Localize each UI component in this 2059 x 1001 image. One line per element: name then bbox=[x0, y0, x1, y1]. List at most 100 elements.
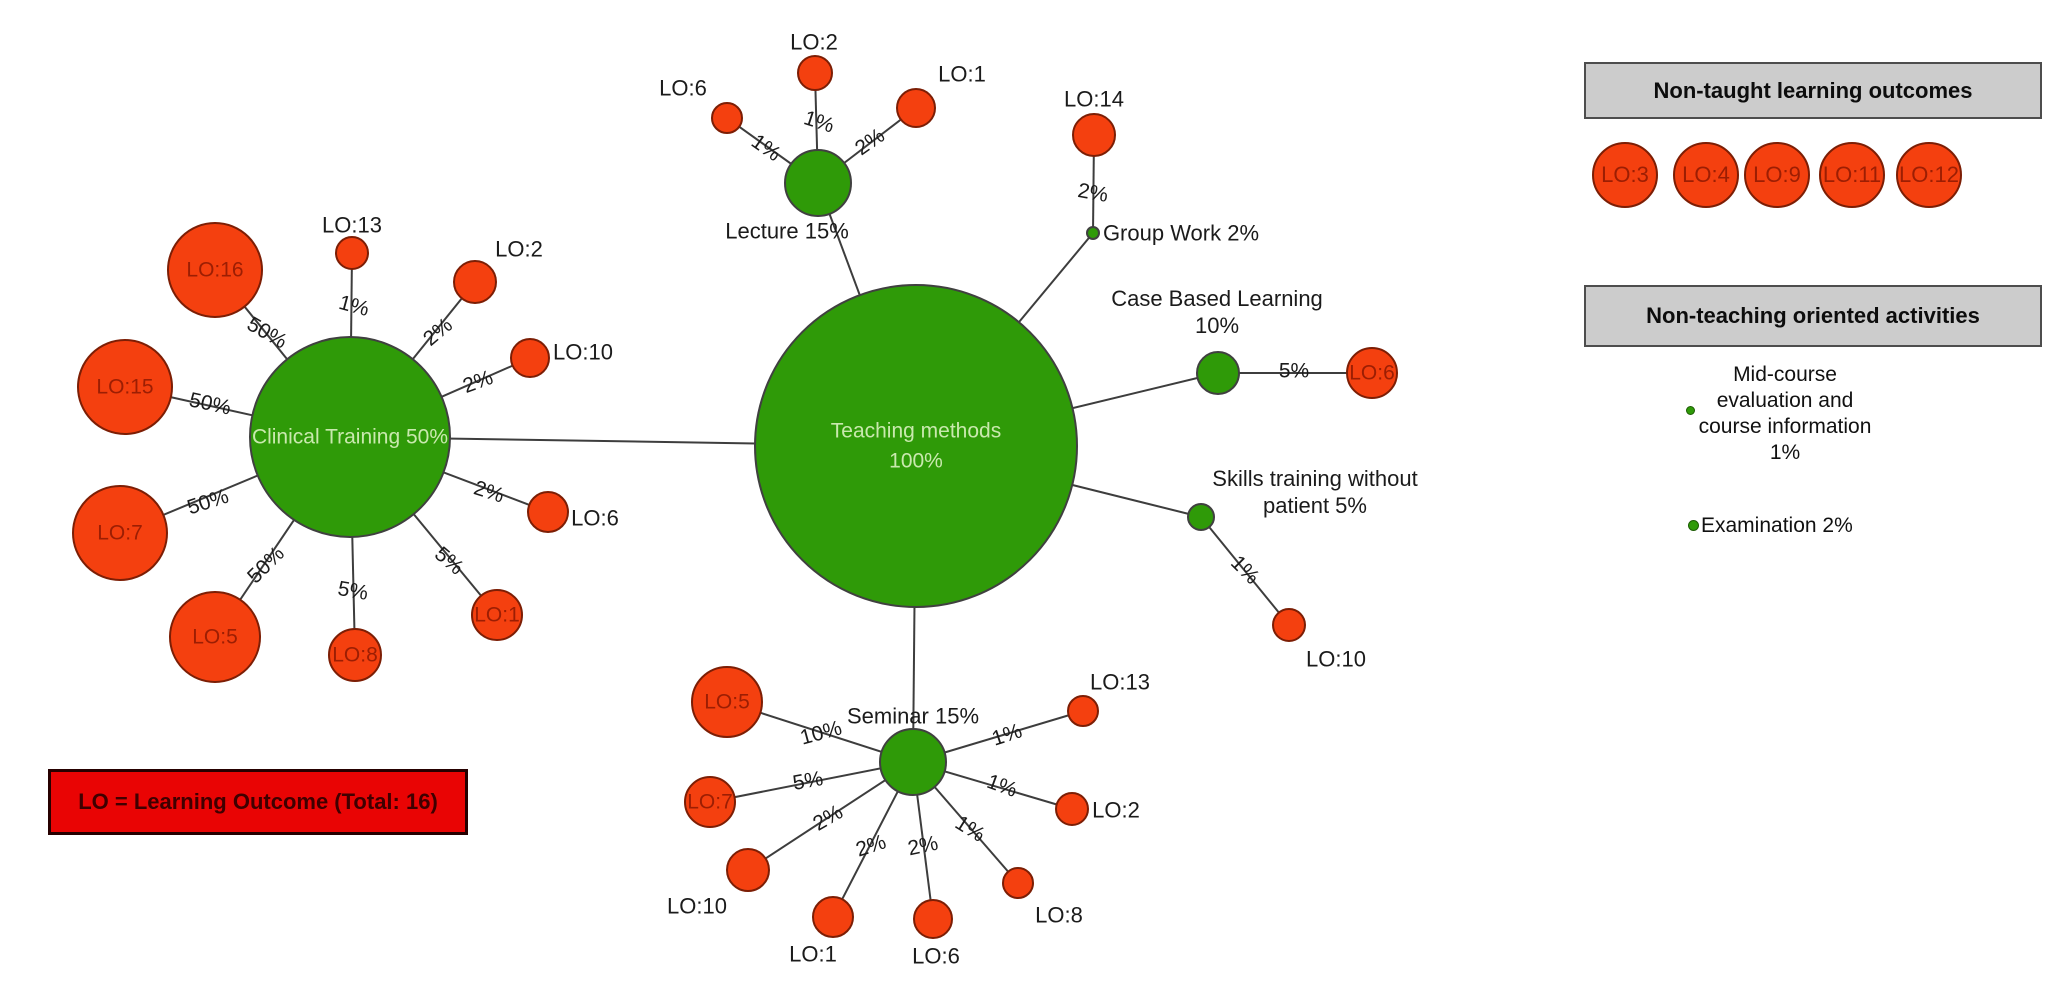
node-label-groupwork: Group Work 2% bbox=[1103, 221, 1259, 246]
non-taught-outcome-circle: LO:11 bbox=[1819, 142, 1885, 208]
non-taught-outcome-circle: LO:4 bbox=[1673, 142, 1739, 208]
node-label-lo2-clinical: LO:2 bbox=[495, 237, 543, 262]
node-label-skills: patient 5% bbox=[1263, 493, 1367, 518]
examination-marker-dot-icon bbox=[1688, 520, 1699, 531]
node-label-seminar: Seminar 15% bbox=[847, 704, 979, 729]
edge-label-clinical-lo10-clinical: 2% bbox=[460, 366, 496, 398]
edge-label-seminar-lo5-seminar: 10% bbox=[798, 716, 845, 749]
node-label-lo10-clinical: LO:10 bbox=[553, 340, 613, 365]
node-label-lo6-cbl: LO:6 bbox=[1349, 362, 1395, 385]
node-groupwork bbox=[1086, 226, 1100, 240]
node-lo13-clinical bbox=[335, 236, 369, 270]
panel-header-non-taught: Non-taught learning outcomes bbox=[1584, 62, 2042, 119]
node-clinical bbox=[249, 336, 451, 538]
node-lo8-seminar bbox=[1002, 867, 1034, 899]
non-taught-outcome-circle: LO:9 bbox=[1744, 142, 1810, 208]
node-lo2-lecture bbox=[797, 55, 833, 91]
edge-label-seminar-lo2-seminar: 1% bbox=[984, 770, 1020, 802]
node-lo1-lecture bbox=[896, 88, 936, 128]
node-lo2-clinical bbox=[453, 260, 497, 304]
node-label-lo13-seminar: LO:13 bbox=[1090, 670, 1150, 695]
node-label-lo1-seminar: LO:1 bbox=[789, 942, 837, 967]
node-lecture bbox=[784, 149, 852, 217]
node-lo10-clinical bbox=[510, 338, 550, 378]
non-taught-outcome-label: LO:12 bbox=[1899, 162, 1959, 187]
node-lo1-clinical bbox=[471, 589, 523, 641]
midcourse-line: Mid-course bbox=[1733, 363, 1837, 386]
edge-label-clinical-lo6-clinical: 2% bbox=[471, 476, 507, 507]
node-label-lo6-clinical: LO:6 bbox=[571, 506, 619, 531]
non-taught-outcome-label: LO:3 bbox=[1601, 162, 1649, 187]
node-cbl bbox=[1196, 351, 1240, 395]
node-label-lo2-lecture: LO:2 bbox=[790, 30, 838, 55]
node-lo6-clinical bbox=[527, 491, 569, 533]
node-label-lo5-clinical: LO:5 bbox=[192, 626, 238, 649]
edge-label-clinical-lo7-clinical: 50% bbox=[184, 485, 231, 520]
midcourse-line: evaluation and bbox=[1716, 389, 1854, 412]
node-label-lo7-seminar: LO:7 bbox=[687, 791, 733, 814]
node-label-lo10-skills: LO:10 bbox=[1306, 647, 1366, 672]
edge-label-seminar-lo8-seminar: 1% bbox=[951, 811, 989, 847]
edge-label-cbl-lo6-cbl: 5% bbox=[1279, 360, 1309, 383]
node-teaching bbox=[754, 284, 1078, 608]
non-taught-outcome-label: LO:11 bbox=[1822, 162, 1882, 187]
examination-activity-label: Examination 2% bbox=[1701, 514, 1853, 537]
midcourse-activity-label: Mid-course evaluation and course informa… bbox=[1665, 362, 1905, 466]
node-label-lo8-clinical: LO:8 bbox=[332, 644, 378, 667]
midcourse-marker-dot-icon bbox=[1686, 406, 1695, 415]
node-label-lo7-clinical: LO:7 bbox=[97, 522, 143, 545]
edge-label-seminar-lo13-seminar: 1% bbox=[989, 719, 1025, 750]
edge-seminar-lo7-seminar bbox=[709, 761, 914, 803]
node-label-skills: Skills training without bbox=[1212, 466, 1417, 491]
abbreviation-legend-label: LO = Learning Outcome (Total: 16) bbox=[78, 789, 438, 814]
node-lo6-seminar bbox=[913, 899, 953, 939]
node-seminar bbox=[879, 728, 947, 796]
panel-header-non-teaching: Non-teaching oriented activities bbox=[1584, 285, 2042, 347]
node-lo10-skills bbox=[1272, 608, 1306, 642]
node-lo5-seminar bbox=[691, 666, 763, 738]
edge-label-clinical-lo13-clinical: 1% bbox=[336, 291, 371, 321]
node-label-lo16-clinical: LO:16 bbox=[186, 259, 243, 282]
node-label-lo8-seminar: LO:8 bbox=[1035, 903, 1083, 928]
node-label-lecture: Lecture 15% bbox=[725, 219, 849, 244]
non-taught-outcome-circle: LO:3 bbox=[1592, 142, 1658, 208]
edge-label-seminar-lo1-seminar: 2% bbox=[853, 830, 889, 861]
node-label-teaching: Teaching methods bbox=[831, 420, 1001, 443]
node-lo10-seminar bbox=[726, 848, 770, 892]
node-lo7-seminar bbox=[684, 776, 736, 828]
edge-label-clinical-lo16-clinical: 50% bbox=[243, 313, 291, 354]
edge-label-lecture-lo2-lecture: 1% bbox=[801, 106, 837, 137]
edge-skills-lo10-skills bbox=[1200, 516, 1290, 626]
node-label-lo6-seminar: LO:6 bbox=[912, 944, 960, 969]
edge-label-skills-lo10-skills: 1% bbox=[1226, 551, 1264, 589]
non-taught-outcome-label: LO:9 bbox=[1753, 162, 1801, 187]
node-lo8-clinical bbox=[328, 628, 382, 682]
node-lo16-clinical bbox=[167, 222, 263, 318]
non-taught-outcome-label: LO:4 bbox=[1682, 162, 1730, 187]
node-label-lo1-clinical: LO:1 bbox=[474, 604, 520, 627]
node-label-lo6-lecture: LO:6 bbox=[659, 76, 707, 101]
node-label-cbl: Case Based Learning bbox=[1111, 286, 1323, 311]
node-label-lo2-seminar: LO:2 bbox=[1092, 798, 1140, 823]
node-lo5-clinical bbox=[169, 591, 261, 683]
edge-label-clinical-lo5-clinical: 50% bbox=[243, 542, 289, 588]
edge-label-lecture-lo1-lecture: 2% bbox=[851, 124, 889, 160]
panel-title-non-taught: Non-taught learning outcomes bbox=[1653, 77, 1973, 103]
node-label-lo13-clinical: LO:13 bbox=[322, 213, 382, 238]
midcourse-line: course information bbox=[1698, 415, 1872, 438]
panel-title-non-teaching: Non-teaching oriented activities bbox=[1646, 303, 1980, 328]
node-label-lo15-clinical: LO:15 bbox=[96, 376, 153, 399]
node-lo15-clinical bbox=[77, 339, 173, 435]
edge-label-clinical-lo15-clinical: 50% bbox=[187, 388, 233, 419]
node-label-lo14-groupwork: LO:14 bbox=[1064, 87, 1124, 112]
edge-label-groupwork-lo14-groupwork: 2% bbox=[1076, 179, 1110, 207]
edge-label-seminar-lo7-seminar: 5% bbox=[791, 767, 825, 795]
node-label-teaching: 100% bbox=[889, 450, 943, 473]
edge-label-seminar-lo6-seminar: 2% bbox=[906, 832, 940, 861]
edge-label-seminar-lo10-seminar: 2% bbox=[809, 800, 847, 835]
node-lo2-seminar bbox=[1055, 792, 1089, 826]
node-lo1-seminar bbox=[812, 896, 854, 938]
node-label-clinical: Clinical Training 50% bbox=[252, 426, 448, 449]
